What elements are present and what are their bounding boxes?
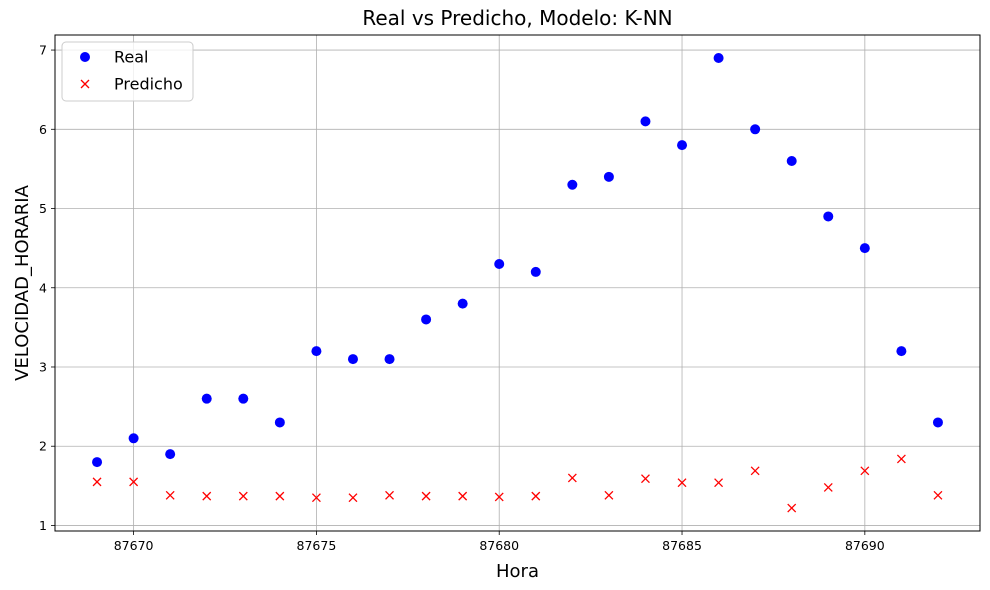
real-point	[896, 346, 907, 357]
grid	[55, 35, 980, 531]
real-point	[92, 457, 103, 468]
real-point	[201, 393, 212, 404]
predicho-point	[933, 490, 943, 500]
legend-box	[61, 41, 194, 102]
predicho-point	[348, 493, 358, 503]
real-point	[384, 354, 395, 365]
predicho-point	[787, 503, 797, 513]
y-tick-label: 3	[39, 359, 47, 374]
predicho-point	[92, 477, 102, 487]
x-tick-label: 87670	[114, 538, 154, 553]
series-real	[92, 52, 943, 468]
y-axis-label: VELOCIDAD_HORARIA	[12, 184, 33, 380]
predicho-point	[385, 490, 394, 500]
predicho-point	[896, 454, 906, 464]
legend-marker-predicho	[80, 79, 90, 89]
x-axis-label: Hora	[496, 561, 539, 582]
predicho-point	[311, 493, 321, 503]
legend: Real Predicho	[61, 41, 194, 102]
legend-label-real: Real	[114, 48, 149, 67]
real-point	[603, 171, 614, 182]
real-point	[567, 179, 578, 190]
real-point	[347, 354, 358, 365]
predicho-point	[129, 477, 139, 487]
real-point	[786, 155, 797, 166]
real-point	[823, 211, 834, 222]
predicho-point	[421, 491, 431, 501]
x-tick-label: 87690	[845, 538, 885, 553]
predicho-point	[275, 491, 285, 501]
legend-marker-real	[80, 52, 90, 62]
y-tick-label: 7	[39, 43, 47, 58]
predicho-point	[604, 490, 614, 500]
x-tick-label: 87675	[297, 538, 337, 553]
predicho-point	[750, 466, 760, 476]
real-point	[311, 346, 322, 357]
real-point	[421, 314, 432, 325]
real-point	[677, 140, 688, 151]
predicho-point	[860, 466, 870, 476]
real-point	[713, 52, 724, 63]
predicho-point	[641, 474, 650, 484]
series-predicho	[92, 454, 943, 513]
real-point	[750, 124, 761, 135]
y-tick-label: 6	[39, 122, 47, 137]
y-tick-label: 1	[39, 518, 47, 533]
chart-title: Real vs Predicho, Modelo: K-NN	[362, 6, 672, 30]
predicho-point	[165, 490, 175, 500]
predicho-point	[567, 473, 577, 483]
predicho-point	[677, 478, 687, 488]
x-tick-label: 87685	[662, 538, 702, 553]
predicho-point	[458, 491, 468, 501]
real-point	[640, 116, 651, 127]
real-point	[530, 266, 541, 277]
real-point	[165, 449, 176, 460]
predicho-point	[531, 491, 541, 501]
real-point	[494, 258, 505, 269]
real-point	[457, 298, 468, 309]
legend-label-predicho: Predicho	[114, 75, 183, 94]
real-point	[128, 433, 139, 444]
predicho-point	[238, 491, 248, 501]
predicho-point	[202, 491, 212, 501]
predicho-point	[494, 492, 504, 502]
real-point	[859, 243, 870, 254]
y-tick-label: 5	[39, 201, 47, 216]
plot-frame	[54, 34, 981, 532]
real-point	[238, 393, 249, 404]
real-point	[274, 417, 285, 428]
y-tick-label: 4	[39, 280, 47, 295]
y-tick-label: 2	[39, 439, 47, 454]
x-tick-label: 87680	[479, 538, 519, 553]
predicho-point	[714, 478, 724, 488]
axis-ticks: 87670 87675 87680 87685 87690 1 2 3 4 5 6 7	[39, 43, 885, 553]
series-layer	[92, 52, 943, 513]
real-point	[932, 417, 943, 428]
predicho-point	[823, 482, 833, 492]
